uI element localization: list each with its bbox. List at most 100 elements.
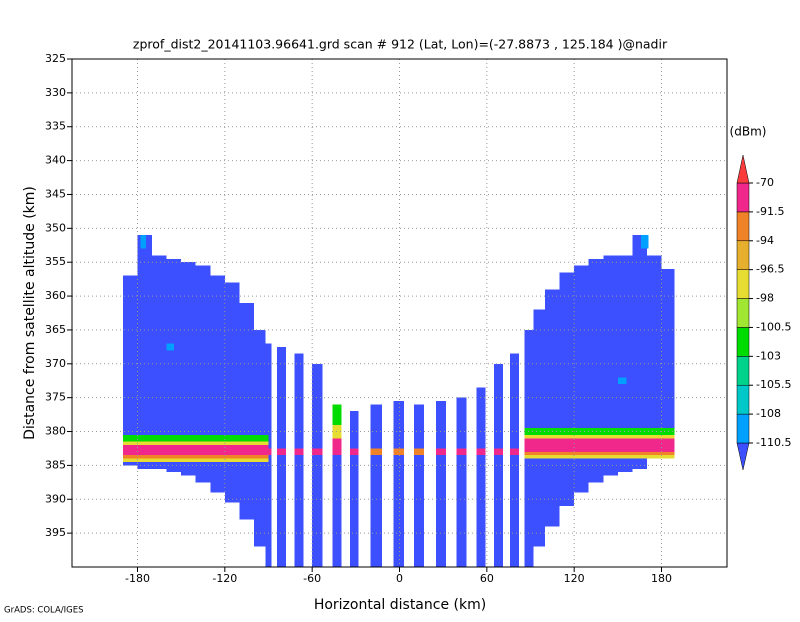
heat-cell bbox=[294, 448, 304, 456]
x-tick-label: 180 bbox=[651, 572, 672, 585]
y-tick-label: 370 bbox=[45, 357, 66, 370]
colorbar-tick-label: -98 bbox=[756, 292, 774, 305]
colorbar-segment bbox=[736, 211, 750, 242]
heat-cell bbox=[603, 255, 618, 476]
heat-cell bbox=[617, 377, 627, 385]
heat-cell bbox=[122, 445, 269, 456]
y-tick-label: 375 bbox=[45, 391, 66, 404]
heat-cell bbox=[435, 401, 447, 567]
heat-cell bbox=[166, 258, 182, 473]
colorbar-end bbox=[736, 154, 750, 184]
heat-cell bbox=[332, 404, 342, 567]
heat-cell bbox=[646, 255, 662, 459]
heat-cell bbox=[350, 411, 359, 567]
heat-cell bbox=[122, 441, 269, 446]
heat-cell bbox=[510, 448, 519, 456]
heat-cell bbox=[277, 448, 286, 456]
x-tick-label: -60 bbox=[303, 572, 321, 585]
heat-cell bbox=[277, 346, 286, 567]
y-tick-label: 335 bbox=[45, 120, 66, 133]
colorbar-tick-label: -100.5 bbox=[756, 320, 791, 333]
credit: GrADS: COLA/IGES bbox=[4, 606, 84, 616]
heat-cell bbox=[494, 448, 503, 456]
heat-cell bbox=[476, 387, 486, 567]
heat-cell bbox=[224, 282, 240, 503]
colorbar-segment bbox=[736, 298, 750, 328]
heat-cell bbox=[524, 451, 675, 456]
colorbar-tick-label: -110.5 bbox=[756, 436, 791, 449]
x-tick-label: -180 bbox=[125, 572, 150, 585]
heat-cell bbox=[524, 434, 675, 439]
heat-cell bbox=[152, 255, 167, 469]
y-tick-label: 390 bbox=[45, 492, 66, 505]
heat-cell bbox=[456, 397, 467, 567]
heat-cell bbox=[393, 448, 404, 456]
colorbar-segment bbox=[736, 269, 750, 299]
colorbar-tick-label: -96.5 bbox=[756, 263, 784, 276]
heat-cell bbox=[239, 302, 254, 520]
heat-cell bbox=[122, 275, 138, 466]
y-tick-label: 350 bbox=[45, 221, 66, 234]
heat-cell bbox=[393, 401, 404, 567]
heat-cell bbox=[370, 404, 383, 567]
colorbar-segment bbox=[736, 327, 750, 357]
y-tick-label: 395 bbox=[45, 526, 66, 539]
heat-cell bbox=[122, 455, 269, 459]
colorbar-segment bbox=[736, 240, 750, 270]
heat-cell bbox=[312, 363, 323, 567]
heat-cell bbox=[524, 455, 675, 459]
heat-cell bbox=[661, 268, 675, 449]
y-tick-label: 355 bbox=[45, 255, 66, 268]
heat-cell bbox=[588, 258, 604, 483]
heat-cell bbox=[559, 272, 575, 507]
x-tick-label: 120 bbox=[564, 572, 585, 585]
heat-cell bbox=[456, 448, 467, 456]
colorbar-tick-label: -103 bbox=[756, 349, 781, 362]
y-tick-label: 345 bbox=[45, 187, 66, 200]
heat-cell bbox=[370, 448, 383, 456]
y-tick-label: 330 bbox=[45, 86, 66, 99]
heat-cell bbox=[332, 404, 342, 425]
colorbar-tick-label: -91.5 bbox=[756, 205, 784, 218]
colorbar-segment bbox=[736, 182, 750, 213]
heat-cell bbox=[414, 448, 425, 456]
x-axis-label: Horizontal distance (km) bbox=[314, 597, 486, 613]
heat-cell bbox=[632, 235, 647, 469]
heat-cell bbox=[524, 438, 675, 452]
colorbar-segment bbox=[736, 413, 750, 444]
heat-cell bbox=[332, 448, 342, 456]
heat-cell bbox=[510, 353, 519, 567]
heat-cell bbox=[414, 404, 425, 567]
y-tick-label: 365 bbox=[45, 323, 66, 336]
heat-cell bbox=[195, 265, 211, 483]
heat-cell bbox=[524, 428, 675, 435]
heat-cell bbox=[137, 235, 153, 469]
heat-cell bbox=[312, 448, 323, 456]
chart-title: zprof_dist2_20141103.96641.grd scan # 91… bbox=[133, 37, 668, 52]
x-tick-label: 0 bbox=[396, 572, 403, 585]
heat-cell bbox=[350, 448, 359, 456]
heat-cell bbox=[122, 458, 269, 463]
heat-cell bbox=[641, 235, 649, 249]
heat-cell bbox=[140, 235, 147, 249]
heat-cell bbox=[166, 343, 174, 351]
colorbar-segment bbox=[736, 356, 750, 386]
colorbar-segment bbox=[736, 384, 750, 415]
heat-cell bbox=[294, 353, 304, 567]
heat-cell bbox=[332, 438, 342, 449]
x-tick-label: 60 bbox=[480, 572, 494, 585]
heat-cell bbox=[435, 448, 447, 456]
colorbar-tick-label: -108 bbox=[756, 407, 781, 420]
colorbar-tick-label: -94 bbox=[756, 234, 774, 247]
heat-cell bbox=[494, 363, 503, 567]
x-tick-label: -120 bbox=[212, 572, 237, 585]
colorbar-tick-label: -105.5 bbox=[756, 378, 791, 391]
heat-cell bbox=[476, 448, 486, 456]
colorbar-end bbox=[736, 442, 750, 471]
y-tick-label: 360 bbox=[45, 289, 66, 302]
heat-cell bbox=[181, 262, 196, 476]
colorbar-tick-label: -70 bbox=[756, 176, 774, 189]
colorbar-label: (dBm) bbox=[730, 125, 767, 139]
heat-cell bbox=[617, 255, 633, 473]
